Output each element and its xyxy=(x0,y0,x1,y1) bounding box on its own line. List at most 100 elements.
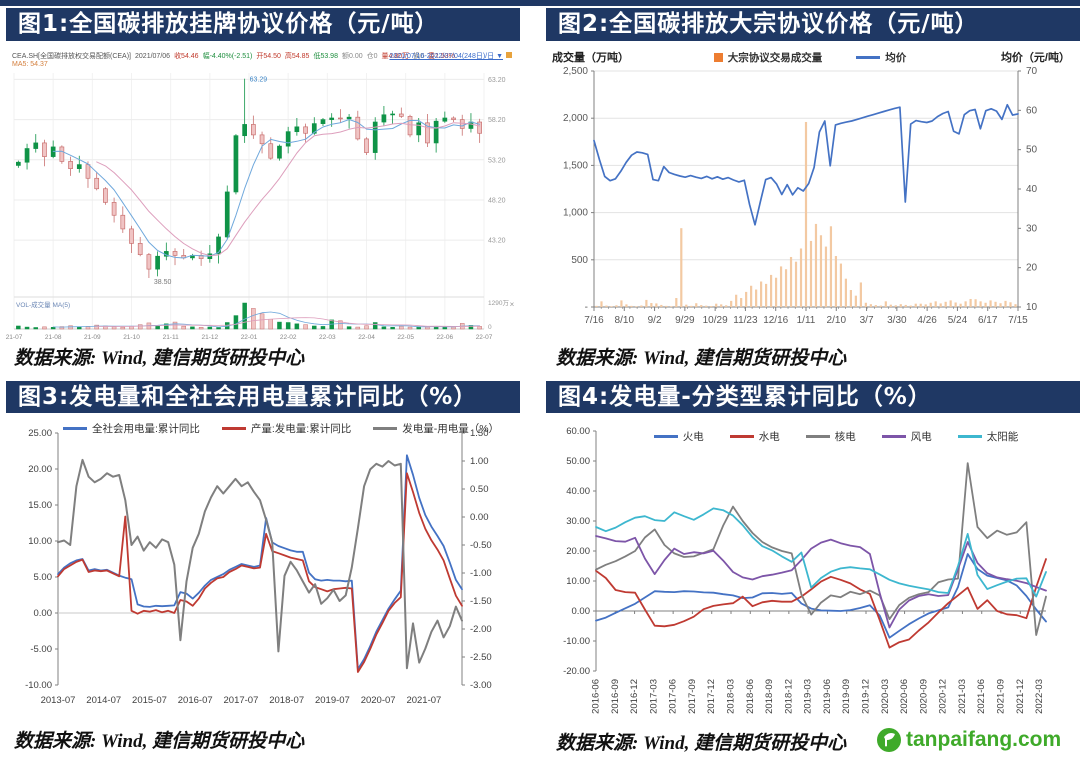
legend-swatch xyxy=(373,427,398,430)
fig1-ma-info-line: MA5: 54.37 xyxy=(12,61,48,68)
fig1-date-range-label: 2021/07/16-2022/07/04(248日)/日 ▼ xyxy=(389,53,503,60)
svg-text:2018-09: 2018-09 xyxy=(764,679,775,714)
svg-text:-: - xyxy=(585,302,588,313)
fig2-plot: 2,500 2,000 1,500 1,000 500 - 70 60 50 40 30 20 10 7/… xyxy=(563,66,1038,326)
svg-text:22-01: 22-01 xyxy=(241,334,258,341)
legend-item: 发电量-用电量（%） xyxy=(373,421,499,436)
fig1-title: 图1:全国碳排放挂牌协议价格（元/吨） xyxy=(6,8,520,41)
svg-text:2018-12: 2018-12 xyxy=(783,679,794,714)
svg-text:2018-06: 2018-06 xyxy=(745,679,756,714)
fig3-source: 数据来源: Wind, 建信期货研投中心 xyxy=(14,731,305,752)
fig1-candlestick-chart: 63.20 58.20 53.20 48.20 43.20 63.29 38.50 VOL-成… xyxy=(6,45,520,342)
svg-text:7/15: 7/15 xyxy=(1008,315,1028,326)
svg-text:2,500: 2,500 xyxy=(563,66,588,77)
fig1-source: 数据来源: Wind, 建信期货研投中心 xyxy=(14,348,305,369)
svg-text:2017-06: 2017-06 xyxy=(668,679,679,714)
svg-text:-2.00: -2.00 xyxy=(470,624,492,635)
fig4-title: 图4:发电量-分类型累计同比（%） xyxy=(546,381,1080,413)
legend-swatch xyxy=(729,435,754,438)
quote-token: 低53.98 xyxy=(313,53,338,60)
legend-label: 大宗协议交易成交量 xyxy=(727,52,823,64)
quote-token: 委1.53% xyxy=(428,53,455,60)
svg-text:50.00: 50.00 xyxy=(566,456,590,467)
fig4-plot: 60.00 50.00 40.00 30.00 20.00 10.00 0.00 -10.00… xyxy=(563,426,1047,714)
svg-text:58.20: 58.20 xyxy=(488,117,506,124)
quote-token: 开54.50 xyxy=(256,53,281,60)
svg-text:2021-12: 2021-12 xyxy=(1015,679,1026,714)
legend-item: 风电 xyxy=(881,429,932,444)
svg-text:11/23: 11/23 xyxy=(733,315,758,326)
svg-text:60: 60 xyxy=(1026,105,1038,116)
svg-text:2021-03: 2021-03 xyxy=(957,679,968,714)
legend-item: 火电 xyxy=(653,429,704,444)
legend-label: 火电 xyxy=(682,431,704,443)
fig4-legend: 火电 水电 核电 风电 太阳能 xyxy=(616,429,1056,444)
svg-text:2019-12: 2019-12 xyxy=(861,679,872,714)
legend-item: 均价 xyxy=(856,50,906,65)
legend-swatch xyxy=(62,427,87,430)
svg-text:2021-06: 2021-06 xyxy=(976,679,987,714)
svg-text:2016-09: 2016-09 xyxy=(610,679,621,714)
svg-text:0.00: 0.00 xyxy=(34,608,53,619)
legend-label: 水电 xyxy=(758,431,780,443)
quote-token: 高54.85 xyxy=(284,53,310,60)
fig4-line-chart: 60.00 50.00 40.00 30.00 20.00 10.00 0.00 -10.00… xyxy=(546,417,1074,729)
svg-text:8/10: 8/10 xyxy=(615,315,635,326)
svg-text:21-10: 21-10 xyxy=(123,334,140,341)
top-divider-strip xyxy=(0,0,1080,6)
svg-text:22-05: 22-05 xyxy=(397,334,414,341)
fig2-source: 数据来源: Wind, 建信期货研投中心 xyxy=(556,348,847,369)
fig3-legend: 全社会用电量:累计同比 产量:发电量:累计同比 发电量-用电量（%） xyxy=(62,421,499,436)
svg-text:2017-09: 2017-09 xyxy=(687,679,698,714)
legend-label: 风电 xyxy=(910,431,932,443)
svg-text:5/24: 5/24 xyxy=(948,315,968,326)
svg-text:20: 20 xyxy=(1026,263,1038,274)
legend-swatch xyxy=(713,53,723,62)
svg-text:2018-03: 2018-03 xyxy=(726,679,737,714)
svg-text:21-09: 21-09 xyxy=(84,334,101,341)
fig3-title: 图3:发电量和全社会用电量累计同比（%） xyxy=(6,381,520,413)
svg-text:2,000: 2,000 xyxy=(563,113,588,124)
fig2-left-axis-title: 成交量（万吨） xyxy=(552,52,629,64)
legend-item: 全社会用电量:累计同比 xyxy=(62,421,200,436)
svg-text:2019-03: 2019-03 xyxy=(803,679,814,714)
svg-text:2016-07: 2016-07 xyxy=(178,695,213,706)
svg-text:3/30: 3/30 xyxy=(887,315,907,326)
legend-item: 产量:发电量:累计同比 xyxy=(221,421,351,436)
svg-text:10: 10 xyxy=(1026,302,1038,313)
svg-text:48.20: 48.20 xyxy=(488,197,506,204)
svg-text:-1.50: -1.50 xyxy=(470,596,492,607)
legend-label: 发电量-用电量（%） xyxy=(402,423,500,435)
svg-text:2016-12: 2016-12 xyxy=(629,679,640,714)
svg-text:2018-07: 2018-07 xyxy=(269,695,304,706)
svg-text:0.50: 0.50 xyxy=(470,484,489,495)
fig1-ma5-value: MA5: 54.37 xyxy=(12,61,48,68)
svg-text:60.00: 60.00 xyxy=(566,426,590,437)
legend-swatch xyxy=(653,435,678,438)
svg-text:38.50: 38.50 xyxy=(154,279,172,286)
fig3-plot: 25.00 20.00 15.00 10.00 5.00 0.00 -5.00 -10.00 1… xyxy=(25,428,492,706)
svg-text:2/10: 2/10 xyxy=(827,315,847,326)
svg-text:2014-07: 2014-07 xyxy=(86,695,121,706)
svg-text:2017-03: 2017-03 xyxy=(648,679,659,714)
svg-text:7/16: 7/16 xyxy=(584,315,604,326)
quote-token: 量4.80万 xyxy=(381,53,410,60)
svg-text:40: 40 xyxy=(1026,184,1038,195)
svg-text:1.50: 1.50 xyxy=(470,428,489,439)
quote-token: 换0 xyxy=(413,53,425,60)
fig1-date-range-selector[interactable]: 2021/07/16-2022/07/04(248日)/日 ▼ xyxy=(389,51,512,61)
legend-label: 均价 xyxy=(885,52,907,64)
svg-text:21-12: 21-12 xyxy=(202,334,219,341)
svg-text:22-07: 22-07 xyxy=(476,334,493,341)
svg-text:10.00: 10.00 xyxy=(28,536,52,547)
fig4-source: 数据来源: Wind, 建信期货研投中心 xyxy=(556,733,847,754)
svg-text:5.00: 5.00 xyxy=(34,572,53,583)
svg-text:-2.50: -2.50 xyxy=(470,652,492,663)
svg-text:20.00: 20.00 xyxy=(566,546,590,557)
svg-text:53.20: 53.20 xyxy=(488,157,506,164)
svg-text:2020-12: 2020-12 xyxy=(938,679,949,714)
fig1-range-icon xyxy=(506,52,512,58)
svg-text:2020-03: 2020-03 xyxy=(880,679,891,714)
svg-text:30: 30 xyxy=(1026,223,1038,234)
tanpaifang-watermark[interactable]: tanpaifang.com xyxy=(876,727,1061,753)
